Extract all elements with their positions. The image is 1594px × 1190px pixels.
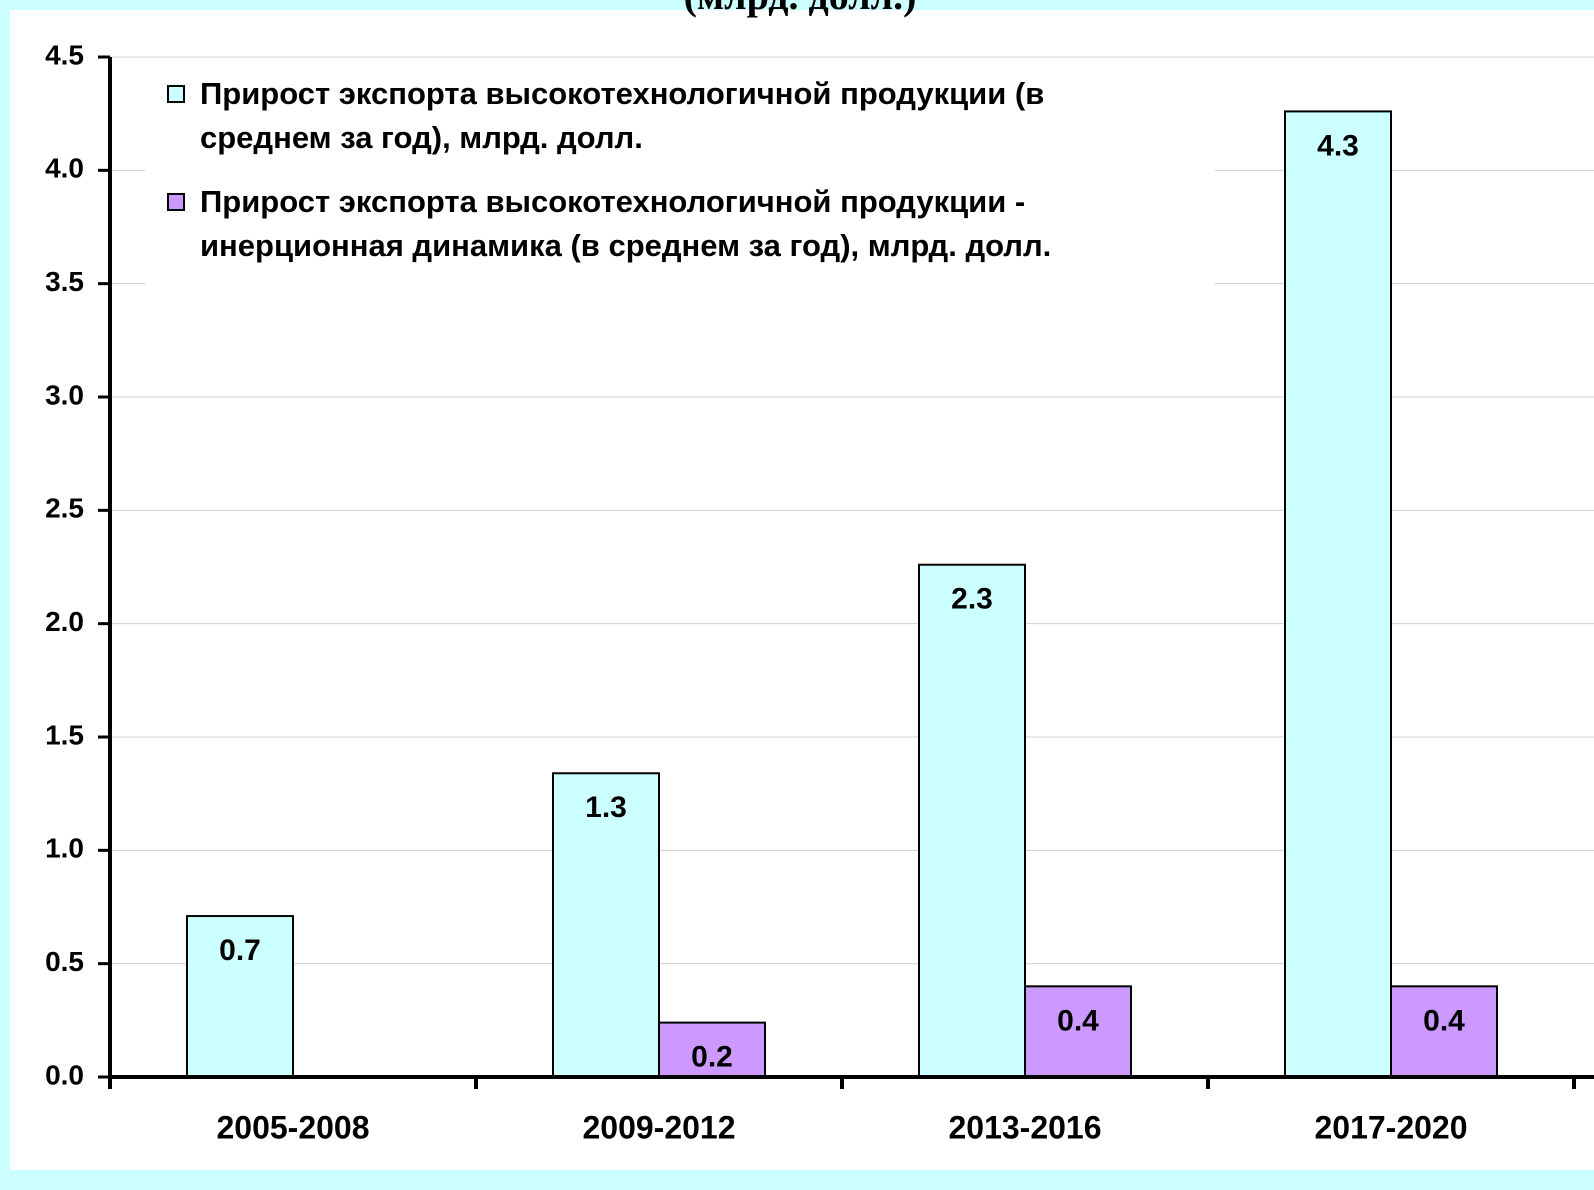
legend-label: Прирост экспорта высокотехнологичной про… [200, 184, 1052, 263]
y-tick-label: 4.5 [45, 39, 84, 70]
legend-swatch [167, 85, 185, 103]
y-tick-label: 3.5 [45, 266, 84, 297]
y-tick-label: 0.0 [45, 1059, 84, 1090]
legend: Прирост экспорта высокотехнологичной про… [145, 62, 1215, 290]
bar [1390, 985, 1498, 1078]
legend-label: Прирост экспорта высокотехнологичной про… [200, 76, 1045, 155]
x-tick-label: 2017-2020 [1314, 1109, 1467, 1145]
legend-swatch [167, 193, 185, 211]
data-label: 1.3 [585, 791, 627, 824]
y-tick-label: 2.0 [45, 606, 84, 637]
data-label: 0.4 [1057, 1004, 1099, 1037]
bar [186, 915, 294, 1078]
bar [552, 772, 660, 1078]
x-tick-label: 2005-2008 [216, 1109, 369, 1145]
y-tick-label: 1.0 [45, 833, 84, 864]
bar [1284, 110, 1392, 1078]
legend-item: Прирост экспорта высокотехнологичной про… [167, 180, 1160, 268]
y-tick-label: 2.5 [45, 493, 84, 524]
y-tick-label: 0.5 [45, 946, 84, 977]
data-label: 0.4 [1423, 1004, 1465, 1037]
data-label: 4.3 [1317, 129, 1359, 162]
y-tick-label: 1.5 [45, 719, 84, 750]
x-tick-label: 2013-2016 [948, 1109, 1101, 1145]
data-label: 0.2 [691, 1041, 733, 1074]
bar [658, 1021, 766, 1078]
data-label: 2.3 [951, 583, 993, 616]
chart-title: (млрд. долл.) [684, 0, 917, 18]
y-tick-label: 3.0 [45, 379, 84, 410]
x-tick-label: 2009-2012 [582, 1109, 735, 1145]
legend-item: Прирост экспорта высокотехнологичной про… [167, 72, 1160, 160]
y-tick-label: 4.0 [45, 153, 84, 184]
data-label: 0.7 [219, 934, 261, 967]
bar [918, 563, 1026, 1078]
bar [1024, 985, 1132, 1078]
